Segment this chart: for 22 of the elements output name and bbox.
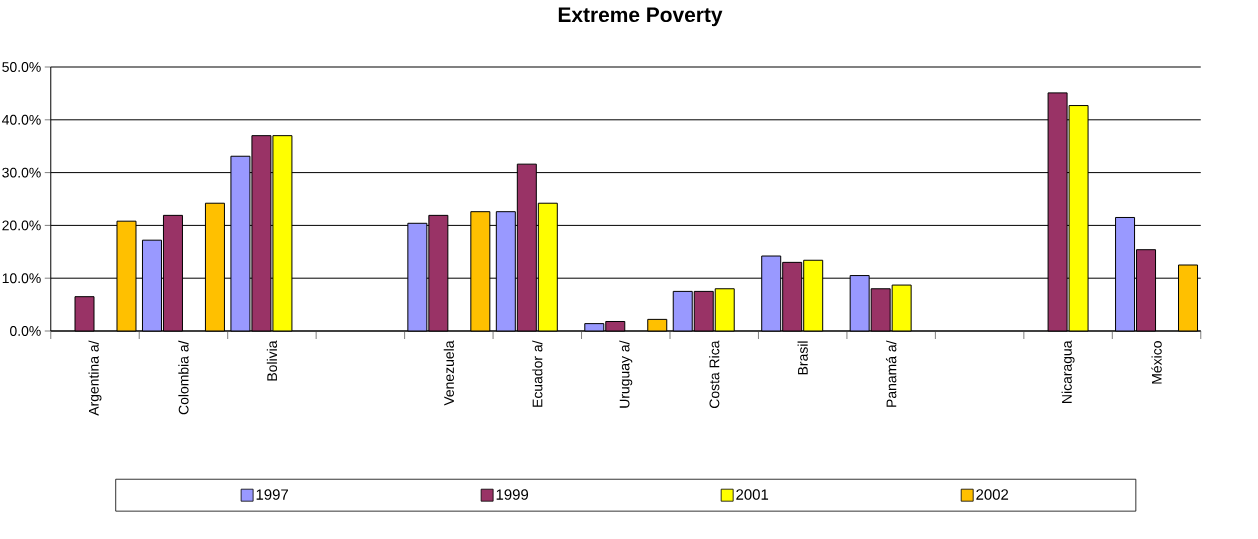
x-tick-label: Bolivia: [266, 340, 278, 381]
legend-label: 2002: [976, 489, 1009, 500]
x-tick-label: Brasil: [797, 341, 808, 375]
x-tick-label: Ecuador a/: [532, 340, 543, 407]
y-tick-label: 30.0%: [2, 167, 41, 178]
y-tick-label: 50.0%: [2, 62, 41, 72]
y-tick-label: 40.0%: [2, 114, 41, 125]
x-tick-label: Argentina a/: [88, 340, 102, 416]
x-tick-label: Uruguay a/: [619, 340, 633, 408]
legend-label: 1997: [256, 489, 288, 500]
x-tick-label: México: [1151, 341, 1162, 384]
x-tick-label: Costa Rica: [709, 340, 720, 409]
x-tick-label: Nicaragua: [1061, 340, 1075, 403]
legend-label: 1999: [496, 489, 529, 500]
x-tick-label: Venezuela: [443, 340, 454, 406]
chart-title: Extreme Poverty: [558, 7, 723, 27]
x-tick-label: Panamá a/: [885, 340, 897, 407]
y-tick-label: 0.0%: [10, 326, 41, 336]
legend-label: 2001: [736, 489, 769, 500]
y-tick-label: 20.0%: [2, 220, 41, 231]
y-tick-label: 10.0%: [2, 273, 41, 284]
x-tick-label: Colombia a/: [178, 340, 189, 415]
